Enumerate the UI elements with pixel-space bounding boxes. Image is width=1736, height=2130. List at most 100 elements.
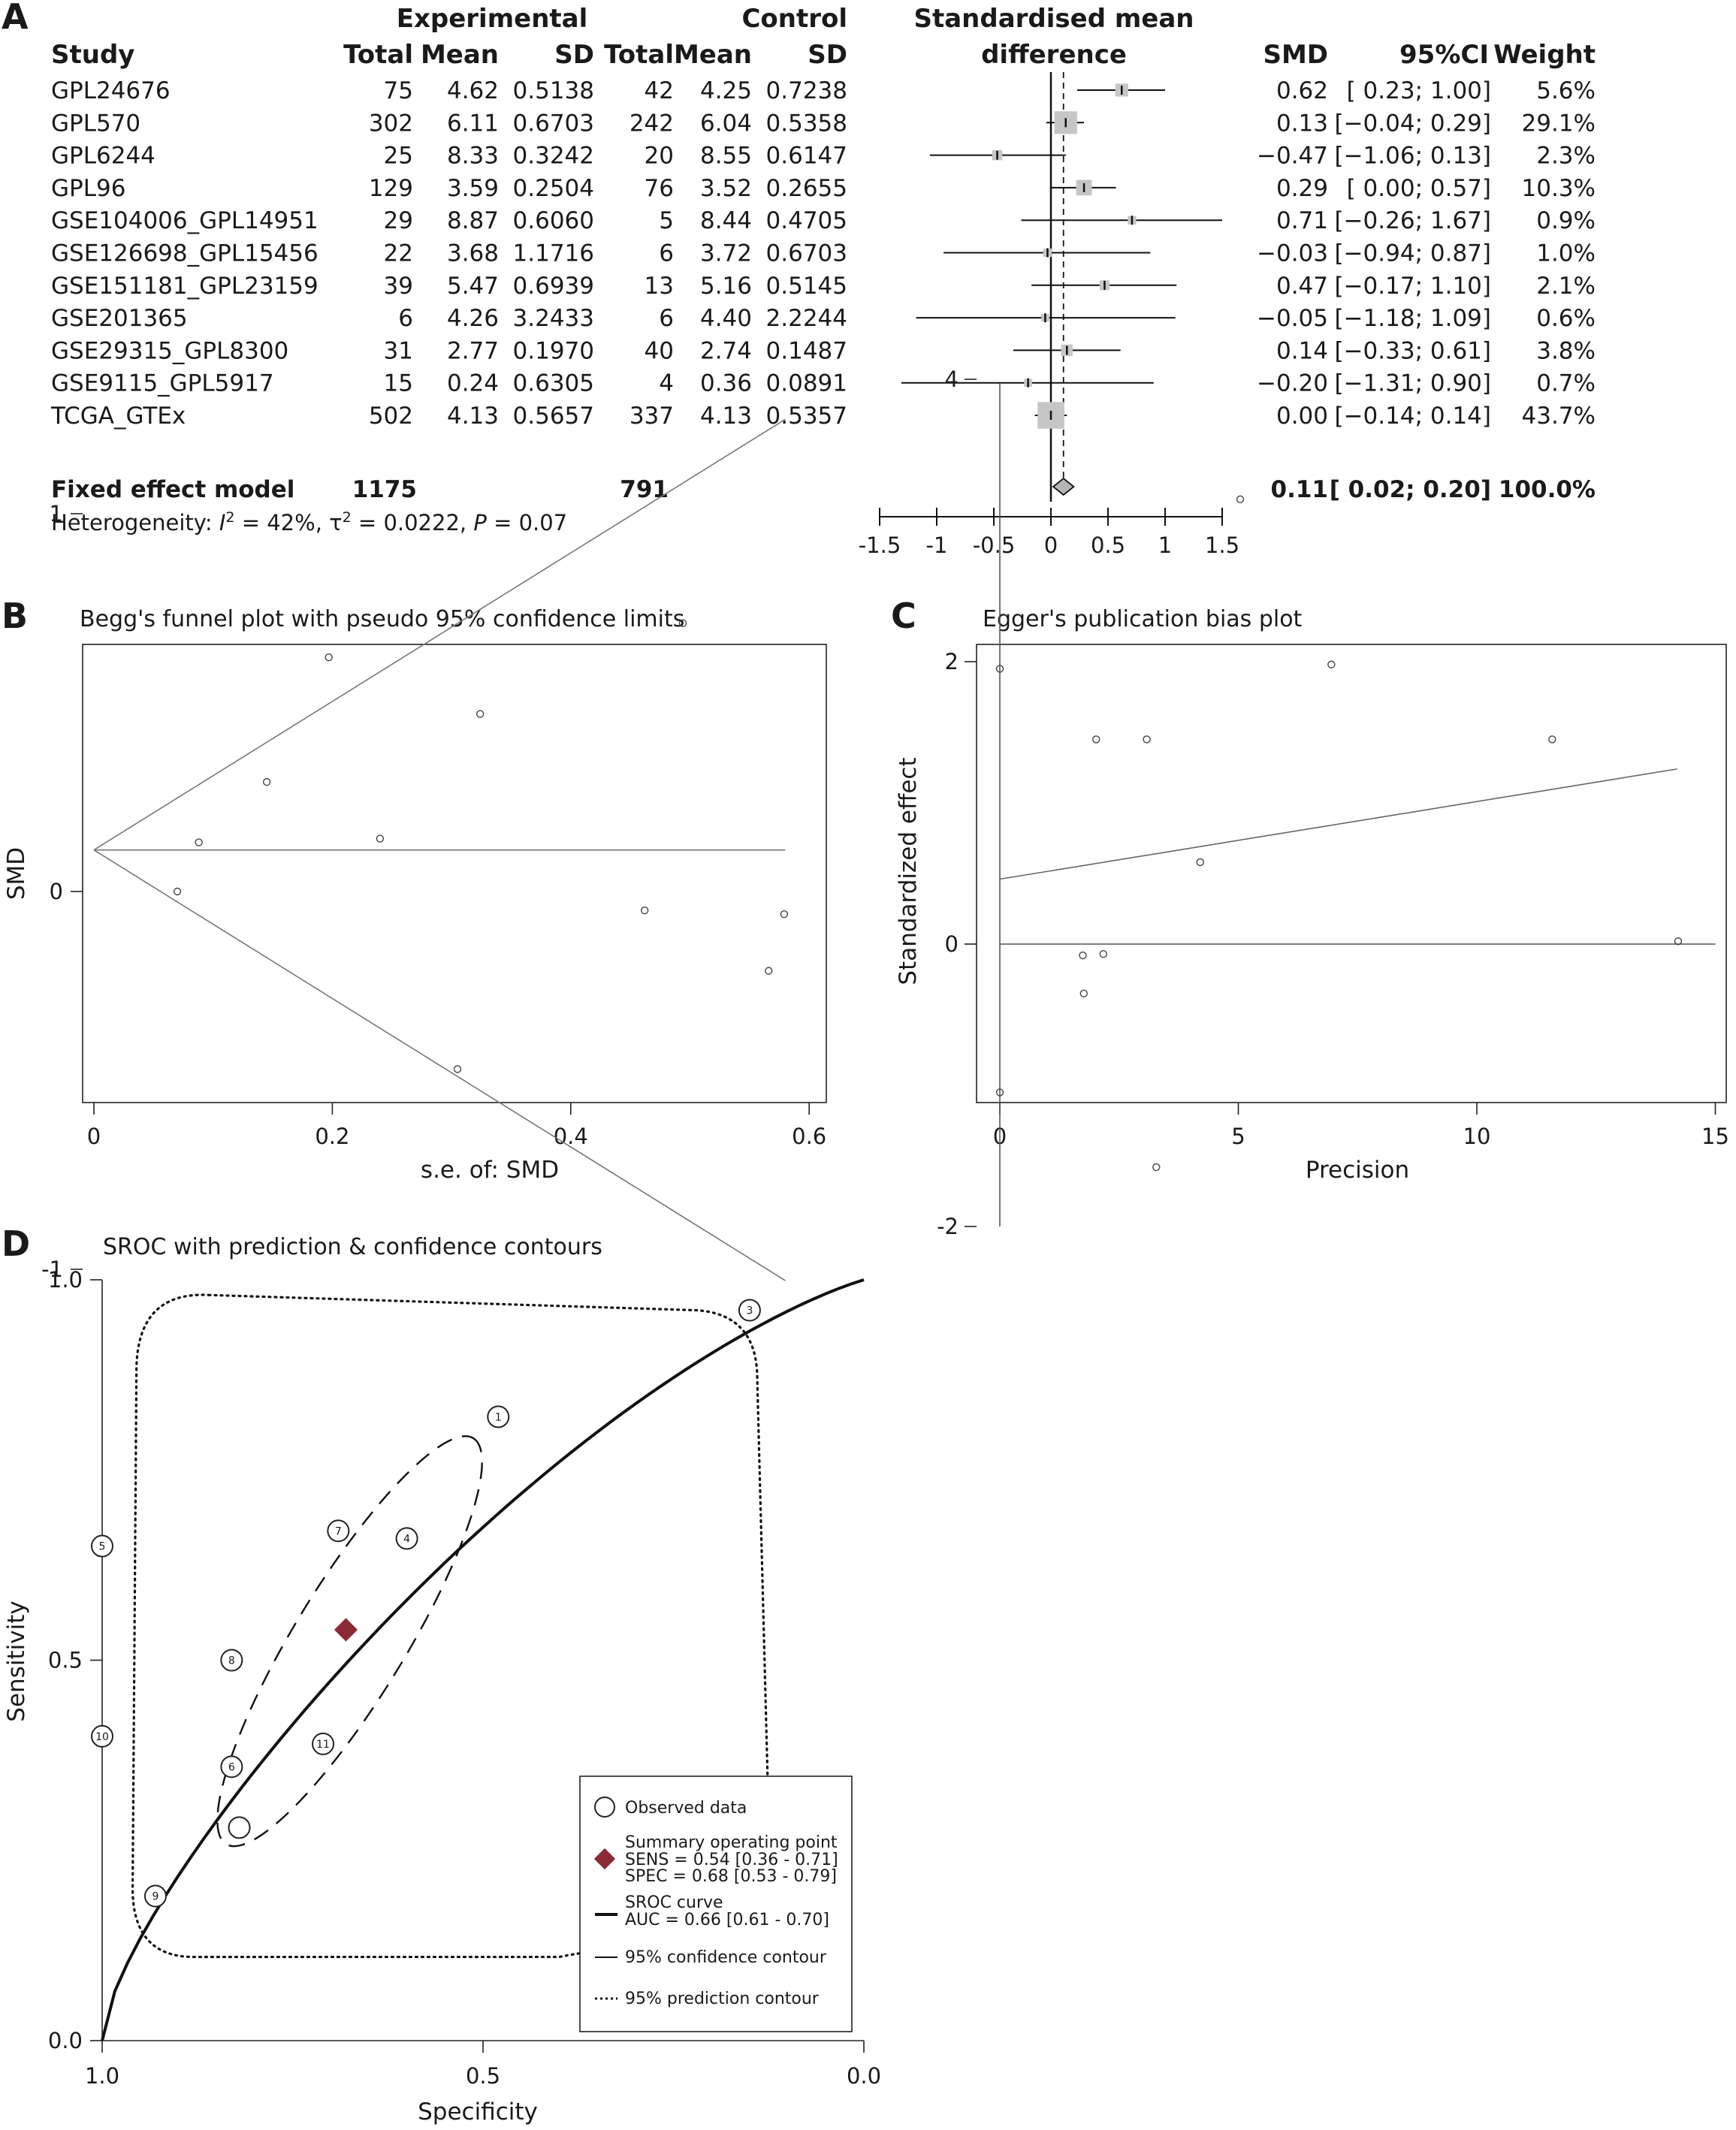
forest-cell-sd_e: 1.1716 xyxy=(513,240,594,267)
forest-cell-mean_e: 4.13 xyxy=(447,403,499,430)
header-study: Study xyxy=(51,40,134,70)
forest-cell-sd_c: 0.2655 xyxy=(766,175,847,202)
forest-cell-study: GSE126698_GPL15456 xyxy=(51,240,319,267)
forest-cell-weight: 3.8% xyxy=(1536,337,1596,364)
header-mean-control: Mean xyxy=(674,40,752,70)
summary-total-experimental: 1175 xyxy=(352,476,417,503)
forest-cell-sd_e: 0.3242 xyxy=(513,143,594,170)
forest-cell-sd_c: 0.0891 xyxy=(766,370,847,397)
sroc-observed-point xyxy=(487,1405,510,1429)
forest-cell-n_e: 31 xyxy=(384,337,413,364)
forest-cell-n_c: 6 xyxy=(659,240,674,267)
forest-cell-study: GSE9115_GPL5917 xyxy=(51,370,274,397)
het-p-value: = 0.07 xyxy=(487,510,567,536)
forest-cell-study: GSE29315_GPL8300 xyxy=(51,337,288,364)
sroc-point-label: 5 xyxy=(99,1541,106,1553)
sroc-observed-point xyxy=(327,1519,350,1543)
forest-cell-ci: [−1.31; 0.90] xyxy=(1334,370,1491,397)
funnel-point xyxy=(780,910,789,919)
header-smd: SMD xyxy=(1263,40,1328,70)
funnel-point xyxy=(262,777,271,786)
forest-cell-ci: [−0.26; 1.67] xyxy=(1334,207,1491,234)
forest-cell-sd_c: 0.5358 xyxy=(766,110,847,137)
sroc-confidence-contour xyxy=(216,1435,483,1848)
forest-cell-smd: −0.03 xyxy=(1257,240,1328,267)
forest-cell-mean_e: 0.24 xyxy=(447,370,499,397)
funnel-point xyxy=(173,887,182,896)
forest-cell-n_c: 13 xyxy=(645,273,674,300)
heterogeneity-text: Heterogeneity: I2 = 42%, τ2 = 0.0222, P … xyxy=(51,509,567,536)
forest-cell-weight: 29.1% xyxy=(1522,110,1596,137)
forest-cell-smd: 0.71 xyxy=(1276,207,1328,234)
sroc-summary-point xyxy=(334,1618,358,1642)
legend-auc: AUC = 0.66 [0.61 - 0.70] xyxy=(625,1911,829,1929)
panel-c-ytick-label: 0 xyxy=(945,931,959,957)
sroc-point-label: 10 xyxy=(95,1731,109,1743)
forest-cell-weight: 1.0% xyxy=(1536,240,1596,267)
funnel-point xyxy=(195,838,203,846)
forest-cell-sd_c: 2.2244 xyxy=(766,305,847,332)
het-tau-sup: 2 xyxy=(343,509,352,526)
forest-cell-ci: [−0.04; 0.29] xyxy=(1334,110,1491,137)
forest-cell-sd_e: 3.2433 xyxy=(513,305,594,332)
funnel-point xyxy=(678,619,687,628)
forest-cell-mean_e: 4.26 xyxy=(447,305,499,332)
het-i-sup: 2 xyxy=(225,509,234,526)
sroc-observed-point xyxy=(91,1724,113,1748)
forest-cell-n_e: 302 xyxy=(369,110,413,137)
forest-cell-mean_e: 4.62 xyxy=(447,77,499,104)
forest-cell-smd: 0.47 xyxy=(1276,273,1328,300)
forest-cell-mean_e: 6.11 xyxy=(447,110,499,137)
forest-cell-smd: 0.00 xyxy=(1276,403,1328,430)
sroc-point-label: 3 xyxy=(746,1305,753,1317)
forest-cell-sd_e: 0.2504 xyxy=(513,175,594,202)
panel-d-xtick-label: 0.5 xyxy=(466,2063,500,2089)
header-weight: Weight xyxy=(1493,40,1596,70)
panel-c-marks xyxy=(995,383,1716,1226)
forest-cell-n_e: 6 xyxy=(398,305,413,332)
forest-cell-n_c: 20 xyxy=(645,143,674,170)
egger-point xyxy=(1079,989,1088,998)
forest-cell-weight: 10.3% xyxy=(1522,175,1596,202)
forest-axis-tick-label: 1 xyxy=(1158,532,1172,558)
panel-b-marks xyxy=(93,418,789,1281)
forest-cell-mean_c: 0.36 xyxy=(700,370,752,397)
sroc-observed-point xyxy=(91,1534,113,1558)
panel-b-ytick-label: 1 xyxy=(50,501,63,526)
forest-cell-ci: [−0.14; 0.14] xyxy=(1334,403,1491,430)
forest-cell-sd_c: 0.4705 xyxy=(766,207,847,234)
header-mean-experimental: Mean xyxy=(421,40,499,70)
forest-cell-sd_e: 0.6305 xyxy=(513,370,594,397)
egger-point xyxy=(1152,1163,1161,1172)
forest-cell-ci: [−0.94; 0.87] xyxy=(1334,240,1491,267)
forest-axis-tick-label: -1 xyxy=(926,532,948,558)
legend-summary-marker xyxy=(593,1848,616,1870)
forest-cell-ci: [−1.18; 1.09] xyxy=(1334,305,1491,332)
sroc-observed-point xyxy=(143,1884,167,1908)
forest-cell-mean_c: 4.13 xyxy=(700,403,752,430)
sroc-observed-point xyxy=(228,1816,251,1839)
summary-smd: 0.11 xyxy=(1271,476,1329,503)
panel-a-forest-plot: A Experimental Control Standardised mean… xyxy=(2,0,1596,558)
forest-cell-n_e: 22 xyxy=(384,240,413,267)
panel-c-ytick-label: 4 xyxy=(945,367,959,392)
legend-observed-label: Observed data xyxy=(625,1799,747,1818)
sroc-observed-point xyxy=(395,1527,418,1550)
panel-b-xtick-label: 0.2 xyxy=(315,1124,349,1149)
header-sd-control: SD xyxy=(808,40,847,70)
panel-c-ytick-label: 2 xyxy=(945,649,959,674)
forest-cell-smd: 0.62 xyxy=(1276,77,1328,104)
forest-cell-n_e: 129 xyxy=(369,175,413,202)
forest-cell-smd: 0.29 xyxy=(1276,175,1328,202)
forest-cell-weight: 2.3% xyxy=(1536,143,1596,170)
panel-b-xtick-label: 0 xyxy=(87,1124,101,1149)
forest-cell-n_e: 502 xyxy=(369,403,413,430)
panel-b-ylabel: SMD xyxy=(3,847,30,900)
het-p-symbol: P xyxy=(473,510,487,536)
legend-summary-title: Summary operating point xyxy=(625,1833,838,1852)
forest-cell-study: GSE201365 xyxy=(51,305,188,332)
forest-cell-n_c: 337 xyxy=(629,403,674,430)
panel-b-xtick-label: 0.6 xyxy=(792,1124,826,1149)
forest-cell-mean_c: 8.55 xyxy=(700,143,752,170)
